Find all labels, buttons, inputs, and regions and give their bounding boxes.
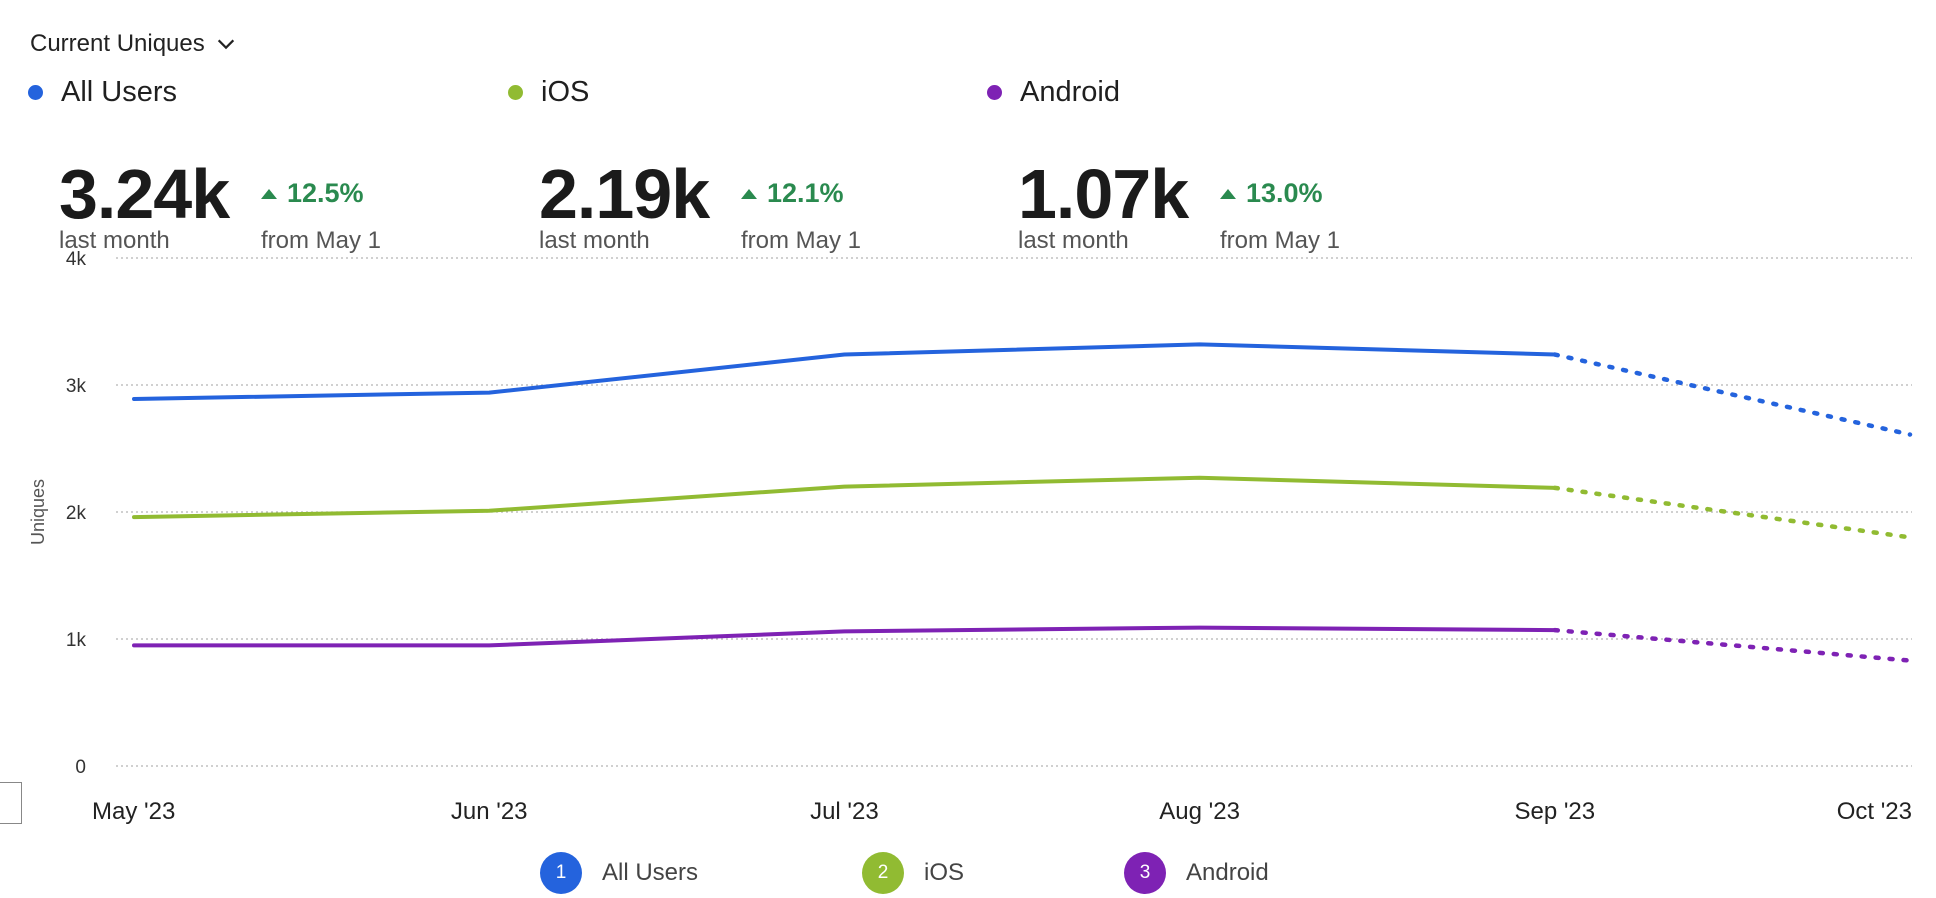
summary-delta-caption: from May 1 [741,227,862,254]
summary-ios: iOS 2.19k last month 12.1% from May 1 [508,76,978,254]
legend-label: All Users [602,859,699,886]
summary-delta: 13.0% [1220,178,1323,209]
legend-item-android[interactable]: 3 Android [1124,852,1269,894]
series-dot [508,85,523,100]
series-projection-line [1552,485,1913,540]
summary-delta: 12.1% [741,178,844,209]
series-dot [987,85,1002,100]
metric-selector[interactable]: Current Uniques [30,30,237,58]
series-projection-line [1552,352,1913,437]
y-tick-label: 2k [66,503,87,524]
y-axis-label: Uniques [28,479,48,545]
summary-value-caption: last month [1018,227,1129,254]
y-tick-label: 4k [66,249,87,270]
summary-series-name: Android [1020,76,1120,108]
y-tick-label: 3k [66,376,87,397]
summary-value: 2.19k [539,155,710,233]
x-tick-label: May '23 [92,798,175,825]
legend-item-ios[interactable]: 2 iOS [862,852,964,894]
summary-delta-caption: from May 1 [1220,227,1341,254]
series-line [132,625,1557,648]
triangle-up-icon [1220,188,1236,199]
x-tick-label: Aug '23 [1159,798,1240,825]
legend-item-all-users[interactable]: 1 All Users [540,852,698,894]
triangle-up-icon [741,188,757,199]
x-tick-label: Oct '23 [1837,798,1912,825]
summary-value-caption: last month [539,227,650,254]
summary-value: 3.24k [59,155,230,233]
collapse-panel-button[interactable] [0,782,22,824]
x-tick-label: Jul '23 [810,798,879,825]
x-tick-label: Sep '23 [1514,798,1595,825]
legend-index-badge: 2 [862,852,904,894]
y-tick-label: 1k [66,630,87,651]
series-line [132,475,1557,520]
summary-android: Android 1.07k last month 13.0% from May … [987,76,1457,254]
x-tick-label: Jun '23 [451,798,528,825]
legend-index-badge: 1 [540,852,582,894]
series-projection-line [1552,627,1913,663]
summary-delta: 12.5% [261,178,364,209]
summary-delta-value: 13.0% [1246,178,1323,208]
series-dot [28,85,43,100]
chevron-down-icon [217,39,234,50]
legend-index-badge: 3 [1124,852,1166,894]
summary-delta-caption: from May 1 [261,227,382,254]
triangle-up-icon [261,188,277,199]
summary-series-name: iOS [541,76,590,108]
summary-value: 1.07k [1018,155,1189,233]
line-chart: 0 1k 2k 3k 4k Uniques May '23 Jun '23 Jul '23 Aug… [28,249,1913,825]
summary-delta-value: 12.1% [767,178,844,208]
summary-delta-value: 12.5% [287,178,364,208]
series-line [132,342,1557,401]
metric-selector-label: Current Uniques [30,30,205,57]
summary-all-users: All Users 3.24k last month 12.5% from Ma… [28,76,498,254]
y-tick-label: 0 [75,757,86,778]
legend-label: Android [1186,859,1269,886]
legend-label: iOS [924,859,965,886]
summary-series-name: All Users [61,76,178,108]
summary-value-caption: last month [59,227,170,254]
